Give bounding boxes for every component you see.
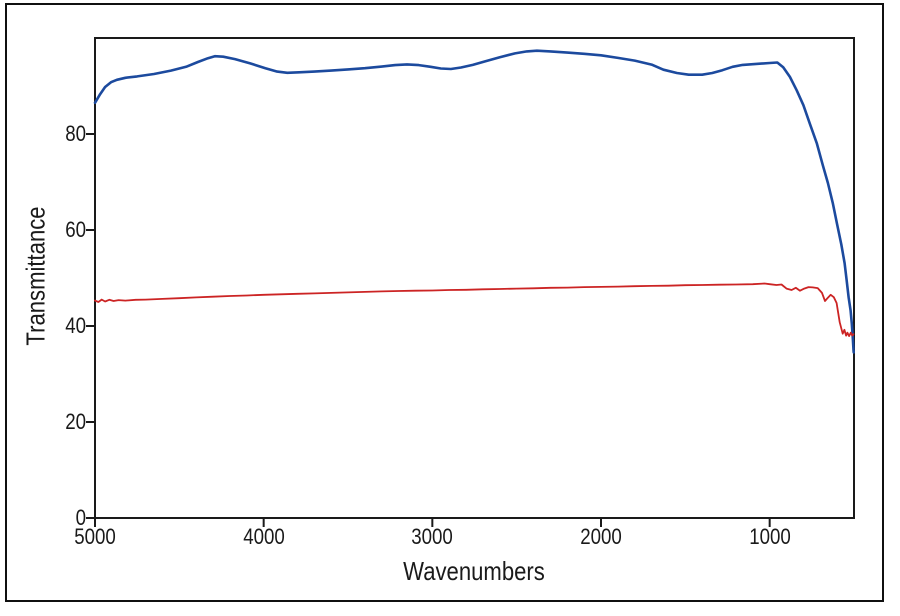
x-axis-title: Wavenumbers (403, 556, 545, 586)
y-tick-label: 0 (75, 505, 86, 530)
figure-border (5, 3, 884, 602)
x-tick-label: 2000 (580, 524, 622, 549)
x-tick-label: 3000 (411, 524, 454, 549)
x-tick-label: 1000 (748, 524, 791, 549)
y-tick-label: 60 (65, 217, 86, 242)
series-line-lower-spectrum-red (94, 282, 855, 337)
y-tick-label: 40 (65, 313, 86, 338)
x-tick-label: 5000 (74, 524, 116, 549)
x-tick-label: 4000 (242, 524, 285, 549)
plot-box (94, 37, 855, 519)
series-line-upper-spectrum-blue (93, 49, 855, 354)
y-tick-label: 20 (65, 409, 86, 434)
y-tick-label: 80 (65, 121, 86, 146)
